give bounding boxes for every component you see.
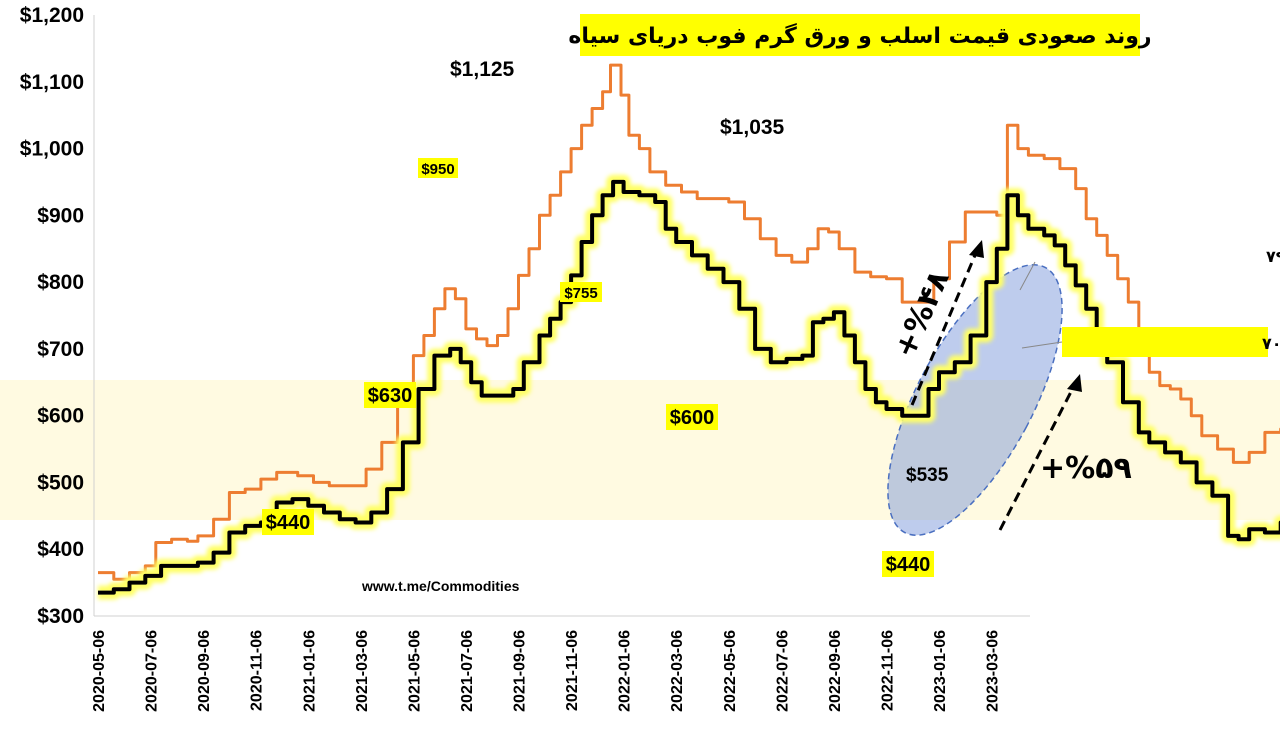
y-tick-label: $700 (37, 338, 84, 361)
hrc-arrowhead (969, 240, 984, 258)
label-bg-630 (364, 382, 416, 408)
x-tick-label: 2021-07-06 (459, 630, 476, 712)
x-tick-label: 2022-05-06 (722, 630, 739, 712)
label-hrc-peak-1035: $1,035 (720, 116, 785, 139)
y-tick-label: $1,100 (20, 71, 84, 94)
label-hrc-peak-1125: $1,125 (450, 58, 515, 81)
title-bg (580, 14, 1140, 56)
x-tick-label: 2020-05-06 (91, 630, 108, 712)
chart-title: روند صعودی قیمت اسلب و ورق گرم فوب دریای… (568, 22, 1151, 49)
x-tick-label: 2021-09-06 (512, 630, 529, 712)
x-tick-label: 2022-03-06 (669, 630, 686, 712)
y-tick-labels: $300 $400 $500 $600 $700 $800 $900 $1,000 $1,100… (20, 4, 84, 628)
label-slab-630: $630 (368, 385, 413, 407)
hrc-series-line (98, 63, 1280, 581)
label-slab-600: $600 (670, 407, 715, 429)
label-bg-440-early (262, 509, 314, 535)
y-tick-label: $1,200 (20, 4, 84, 27)
label-bg-440-low (882, 551, 934, 577)
label-slab-440-early: $440 (266, 512, 311, 534)
x-tick-labels: 2020-05-06 2020-07-06 2020-09-06 2020-11-06… (91, 630, 1002, 712)
slab-arrowhead (1067, 374, 1082, 392)
x-tick-label: 2023-03-06 (985, 630, 1002, 712)
slab-series-line (98, 179, 1280, 595)
slab-change-label: +%۵۹ (1040, 451, 1132, 486)
label-slab-440-low: $440 (886, 554, 931, 576)
y-tick-label: $900 (37, 204, 84, 227)
label-bg-950 (418, 158, 458, 178)
source-url: www.t.me/Commodities (361, 578, 520, 594)
hrc-label-leader (1019, 261, 1036, 291)
watermark-band (0, 380, 1280, 520)
slab-trend-arrow (998, 381, 1078, 531)
label-slab-755: $755 (564, 285, 597, 302)
series-lines (98, 63, 1280, 600)
x-tick-label: 2022-07-06 (774, 630, 791, 712)
x-tick-label: 2022-01-06 (617, 630, 634, 712)
x-tick-label: 2021-05-06 (406, 630, 423, 712)
slab-series-label: اسلب دریای سیاه, $۷۰۰ (1262, 334, 1280, 353)
label-slab-950: $950 (421, 161, 454, 178)
x-tick-label: 2020-09-06 (196, 630, 213, 712)
y-tick-label: $600 (37, 405, 84, 428)
slab-label-leader (1021, 341, 1063, 349)
y-tick-label: $300 (37, 605, 84, 628)
x-tick-label: 2021-11-06 (564, 630, 581, 711)
slab-label-bg (1062, 327, 1268, 357)
highlight-ellipse (887, 264, 1063, 536)
x-tick-label: 2022-09-06 (827, 630, 844, 712)
y-tick-label: $1,000 (20, 138, 84, 161)
x-tick-label: 2023-01-06 (932, 630, 949, 712)
y-tick-label: $800 (37, 271, 84, 294)
label-bg-755 (560, 282, 602, 302)
x-tick-label: 2021-01-06 (301, 630, 318, 712)
x-tick-label: 2021-03-06 (354, 630, 371, 712)
label-bg-600 (666, 404, 718, 430)
label-hrc-535: $535 (906, 465, 949, 486)
x-tick-label: 2022-11-06 (879, 630, 896, 711)
hrc-series-label: ورق گرم دریای سیاه, $۷۹۰ (1266, 247, 1280, 266)
hrc-trend-arrow (910, 247, 980, 406)
y-tick-label: $500 (37, 471, 84, 494)
x-tick-label: 2020-11-06 (249, 630, 266, 711)
y-tick-label: $400 (37, 538, 84, 561)
x-tick-label: 2020-07-06 (144, 630, 161, 712)
